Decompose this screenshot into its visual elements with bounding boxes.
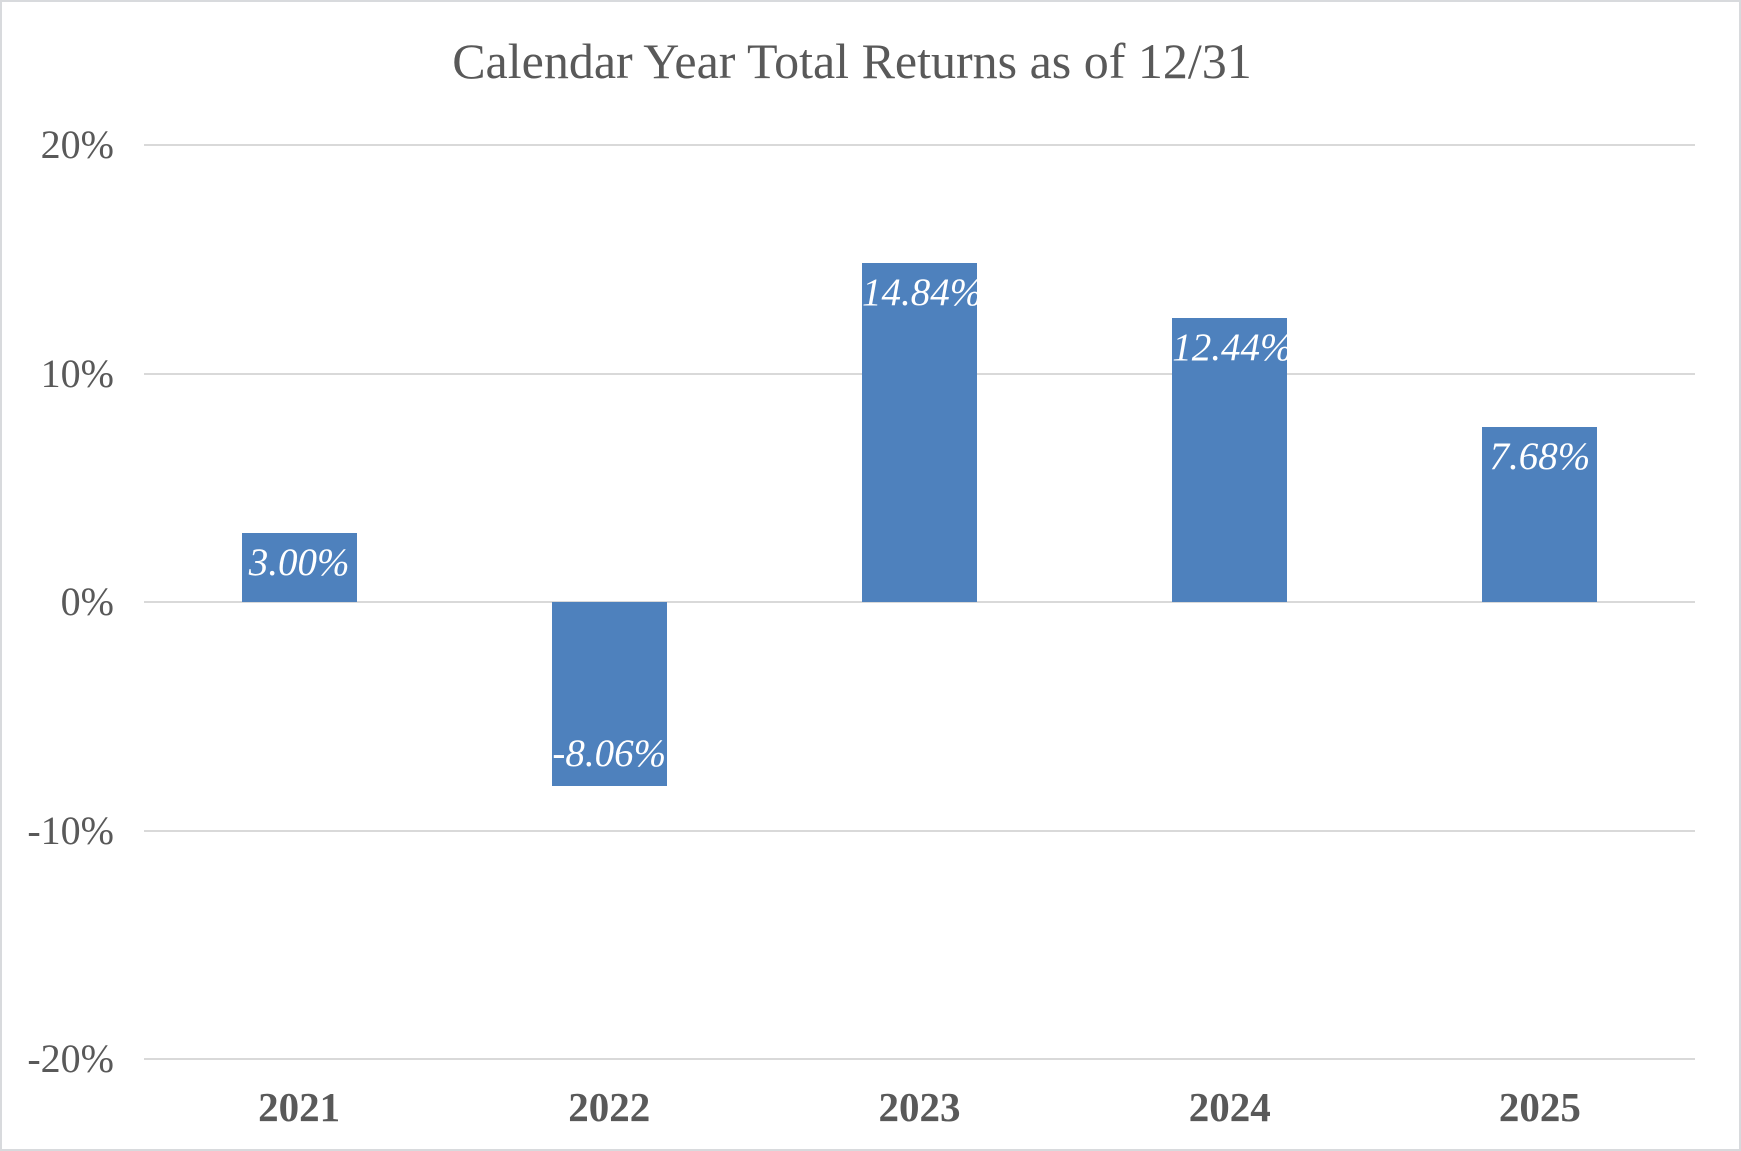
bar-data-label-2025: 7.68%: [1489, 434, 1591, 478]
y-tick-label: 10%: [40, 350, 114, 396]
x-tick-label-2023: 2023: [878, 1084, 961, 1130]
y-tick-label: -10%: [27, 807, 114, 853]
bar-2025: 7.68%: [1482, 426, 1598, 602]
gridline-20%: [144, 144, 1695, 146]
bar-data-label-2023: 14.84%: [862, 270, 983, 314]
chart-title: Calendar Year Total Returns as of 12/31: [452, 33, 1252, 89]
x-tick-label-2025: 2025: [1498, 1084, 1581, 1130]
bar-2022: -8.06%: [551, 602, 667, 787]
y-tick-label: 0%: [60, 579, 114, 624]
bar-2024: 12.44%: [1172, 317, 1293, 602]
gridline--10%: [144, 829, 1695, 832]
bar-2023: 14.84%: [862, 262, 983, 602]
y-tick-label: 20%: [40, 122, 114, 167]
x-tick-label-2024: 2024: [1188, 1084, 1271, 1130]
bar-data-label-2022: -8.06%: [552, 732, 667, 776]
bar-data-label-2021: 3.00%: [248, 541, 350, 585]
bar-data-label-2024: 12.44%: [1172, 325, 1293, 369]
bar-2021: 3.00%: [241, 533, 357, 602]
gridline-0%: [144, 601, 1695, 603]
x-tick-label-2021: 2021: [258, 1084, 341, 1130]
x-tick-label-2022: 2022: [568, 1084, 651, 1130]
y-tick-label: -20%: [27, 1036, 114, 1081]
plot-area: 3.00% -8.06% 14.84% 12.44% 7.68%: [144, 144, 1695, 1060]
gridline--20%: [144, 1058, 1695, 1060]
